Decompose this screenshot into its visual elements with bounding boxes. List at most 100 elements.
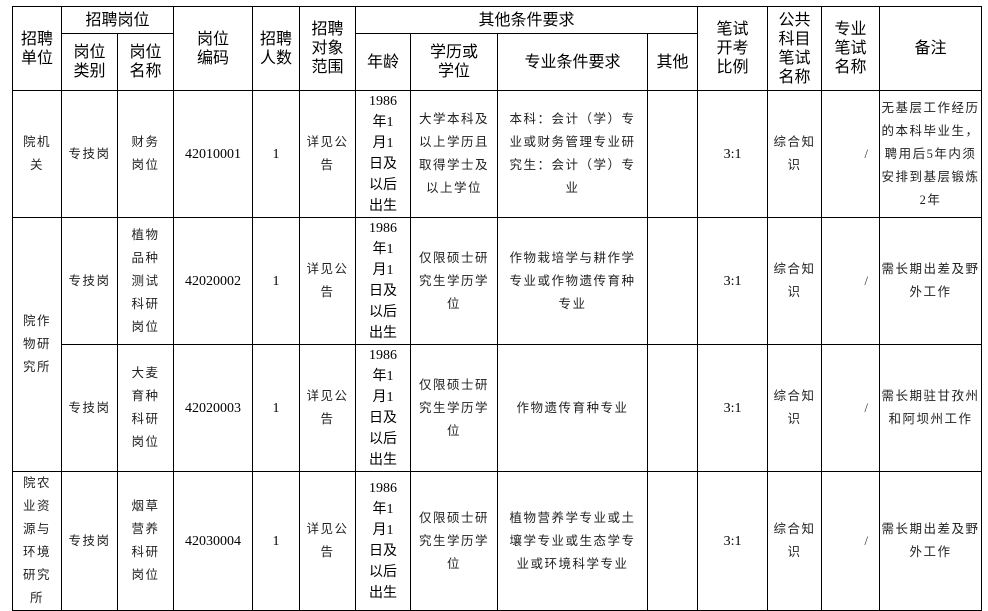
remarks-text: 无基层工作经历的本科毕业生，聘用后5年内须安排到基层锻炼2年 [881, 100, 980, 207]
name-text: 大麦育种科研岗位 [131, 366, 160, 449]
ratio-text: 3:1 [723, 400, 742, 416]
remarks-text: 需长期出差及野外工作 [881, 522, 980, 559]
major-exam-text: / [864, 534, 870, 548]
major-text: 植物营养学专业或土壤学专业或生态学专业或环境科学专业 [509, 510, 636, 571]
cell-count: 1 [252, 90, 301, 218]
cell-age: 1986年1月1日及以后出生 [355, 344, 412, 472]
age-text: 1986年1月1日及以后出生 [369, 481, 398, 601]
code-text: 42020003 [185, 400, 242, 416]
ratio-text: 3:1 [723, 533, 742, 549]
recruitment-table: 招聘单位 招聘岗位 岗位编码 招聘人数 招聘对象范围 其他条件要求 笔试开考比例… [12, 6, 983, 611]
header-education: 学历或学位 [410, 33, 499, 91]
header-target: 招聘对象范围 [299, 6, 357, 91]
count-text: 1 [272, 146, 280, 162]
cell-count: 1 [252, 217, 301, 345]
age-text: 1986年1月1日及以后出生 [369, 94, 398, 214]
unit-text: 院作物研究所 [22, 314, 51, 374]
header-age: 年龄 [355, 33, 412, 91]
remarks-text: 需长期驻甘孜州和阿坝州工作 [881, 389, 980, 426]
cell-major: 作物遗传育种专业 [497, 344, 649, 472]
cell-category: 专技岗 [61, 471, 118, 611]
name-text: 植物品种测试科研岗位 [131, 227, 160, 334]
cell-public-exam: 综合知识 [767, 344, 823, 472]
header-other-group: 其他条件要求 [355, 6, 699, 34]
header-ratio: 笔试开考比例 [697, 6, 769, 91]
table-row: 院作物研究所 专技岗 植物品种测试科研岗位 42020002 1 详见公告 1986年1月1… [12, 217, 983, 472]
major-exam-text: / [864, 401, 870, 415]
cell-target: 详见公告 [299, 90, 357, 218]
cell-target: 详见公告 [299, 471, 357, 611]
count-text: 1 [272, 400, 280, 416]
public-exam-text: 综合知识 [773, 522, 816, 559]
code-text: 42010001 [185, 146, 242, 162]
cell-public-exam: 综合知识 [767, 90, 823, 218]
header-post-category: 岗位类别 [61, 33, 118, 91]
code-text: 42020002 [185, 273, 242, 289]
cell-remarks: 需长期出差及野外工作 [879, 217, 983, 345]
unit-text: 院农业资源与环境研究所 [22, 476, 51, 605]
cell-code: 42010001 [173, 90, 254, 218]
cell-public-exam: 综合知识 [767, 471, 823, 611]
table-row: 院农业资源与环境研究所 专技岗 烟草营养科研岗位 42030004 1 详见公告 1986年… [12, 471, 983, 611]
public-exam-text: 综合知识 [773, 389, 816, 426]
cell-other [647, 344, 699, 472]
header-post-code: 岗位编码 [173, 6, 254, 91]
age-text: 1986年1月1日及以后出生 [369, 221, 398, 341]
cell-age: 1986年1月1日及以后出生 [355, 217, 412, 345]
cell-major-exam: / [821, 471, 881, 611]
cell-name: 财务岗位 [116, 90, 175, 218]
cell-other [647, 471, 699, 611]
cell-major-exam: / [821, 344, 881, 472]
name-text: 烟草营养科研岗位 [131, 499, 160, 582]
header-post-name: 岗位名称 [116, 33, 175, 91]
cell-other [647, 217, 699, 345]
cell-education: 大学本科及以上学历且取得学士及以上学位 [410, 90, 499, 218]
cell-name: 大麦育种科研岗位 [116, 344, 175, 472]
major-exam-text: / [864, 274, 870, 288]
category-text: 专技岗 [68, 146, 111, 161]
target-text: 详见公告 [306, 522, 349, 559]
target-text: 详见公告 [306, 389, 349, 426]
major-text: 作物栽培学与耕作学专业或作物遗传育种专业 [509, 250, 636, 311]
public-exam-text: 综合知识 [773, 135, 816, 172]
header-other: 其他 [647, 33, 699, 91]
cell-target: 详见公告 [299, 344, 357, 472]
cell-education: 仅限硕士研究生学历学位 [410, 217, 499, 345]
cell-public-exam: 综合知识 [767, 217, 823, 345]
cell-unit: 院机关 [12, 90, 62, 218]
cell-code: 42020003 [173, 344, 254, 472]
education-text: 仅限硕士研究生学历学位 [419, 510, 490, 571]
cell-remarks: 无基层工作经历的本科毕业生，聘用后5年内须安排到基层锻炼2年 [879, 90, 983, 218]
cell-ratio: 3:1 [697, 217, 769, 345]
header-major-exam: 专业笔试名称 [821, 6, 881, 91]
cell-ratio: 3:1 [697, 344, 769, 472]
name-text: 财务岗位 [131, 135, 160, 172]
cell-major: 作物栽培学与耕作学专业或作物遗传育种专业 [497, 217, 649, 345]
table-row: 专技岗 大麦育种科研岗位 42020003 1 详见公告 1986年1月1日及以后出生 仅限… [13, 344, 983, 472]
cell-education: 仅限硕士研究生学历学位 [410, 344, 499, 472]
cell-major: 植物营养学专业或土壤学专业或生态学专业或环境科学专业 [497, 471, 649, 611]
cell-target: 详见公告 [299, 217, 357, 345]
category-text: 专技岗 [68, 273, 111, 288]
header-count: 招聘人数 [252, 6, 301, 91]
count-text: 1 [272, 273, 280, 289]
cell-category: 专技岗 [61, 217, 118, 345]
count-text: 1 [272, 533, 280, 549]
education-text: 仅限硕士研究生学历学位 [419, 377, 490, 438]
public-exam-text: 综合知识 [773, 262, 816, 299]
unit-text: 院机关 [22, 135, 51, 172]
cell-major: 本科：会计（学）专业或财务管理专业研究生：会计（学）专业 [497, 90, 649, 218]
cell-other [647, 90, 699, 218]
cell-count: 1 [252, 471, 301, 611]
header-major: 专业条件要求 [497, 33, 649, 91]
education-text: 大学本科及以上学历且取得学士及以上学位 [419, 112, 490, 195]
cell-count: 1 [252, 344, 301, 472]
cell-code: 42030004 [173, 471, 254, 611]
target-text: 详见公告 [306, 135, 349, 172]
header-unit: 招聘单位 [12, 6, 62, 91]
cell-major-exam: / [821, 217, 881, 345]
cell-ratio: 3:1 [697, 471, 769, 611]
major-text: 作物遗传育种专业 [516, 400, 629, 415]
ratio-text: 3:1 [723, 146, 742, 162]
cell-category: 专技岗 [61, 344, 118, 472]
